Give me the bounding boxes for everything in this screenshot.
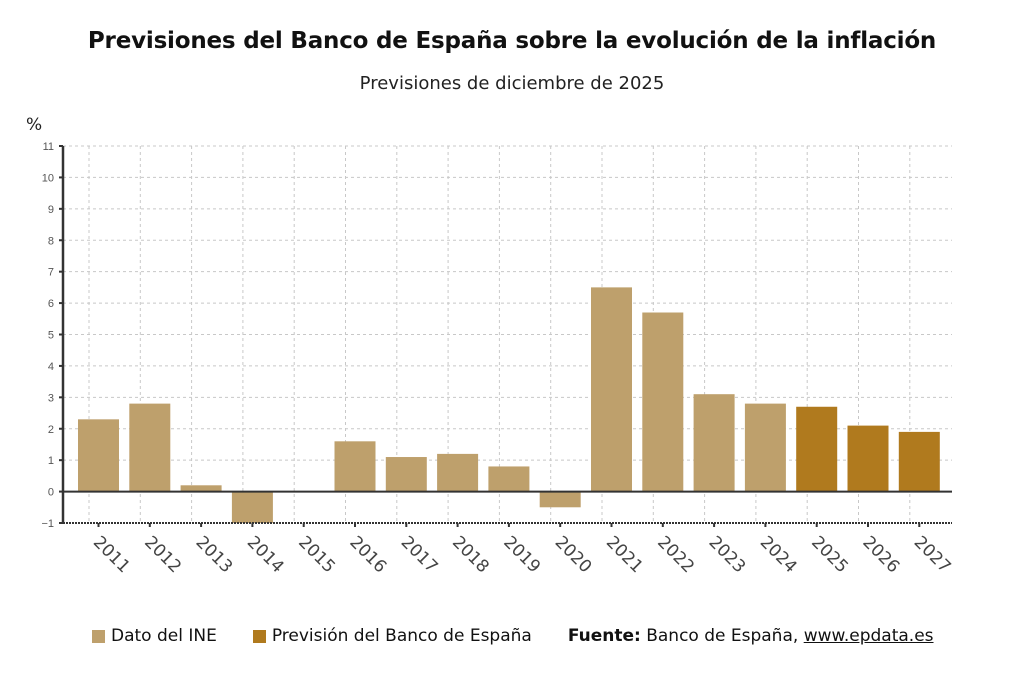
bar-2020 [539,491,581,508]
bar-2018 [437,453,479,492]
bar-2012 [129,403,171,492]
x-tick-label: 2022 [653,532,698,577]
legend-swatch-ine [92,629,105,643]
x-tick-label: 2027 [910,532,955,577]
y-axis-unit-label: % [26,115,43,135]
bar-2025 [796,406,838,492]
y-tick-label: 7 [48,267,54,279]
y-tick-label: 6 [48,298,54,310]
y-tick-label: 8 [48,235,54,247]
y-tick-label: 10 [42,172,54,184]
x-tick-label: 2020 [551,532,596,577]
x-tick-label: 2017 [397,532,442,577]
legend-item-forecast: Previsión del Banco de España [252,626,532,646]
x-tick-label: 2013 [192,532,237,577]
x-tick-label: 2015 [294,532,339,577]
bar-2027 [898,431,940,492]
legend-label-ine: Dato del INE [111,626,217,646]
legend-item-ine: Dato del INE [92,626,217,646]
legend: Dato del INE Previsión del Banco de Espa… [92,626,934,646]
y-tick-label: 11 [43,141,54,153]
legend-label-forecast: Previsión del Banco de España [271,626,532,646]
bar-2011 [78,419,119,492]
x-tick-label: 2012 [140,532,185,577]
y-tick-label: −1 [41,518,54,530]
y-axis-ticks: −1 0 1 2 3 4 5 6 7 8 9 10 11 [41,141,63,530]
bar-2024 [744,403,786,492]
bar-2013 [180,485,222,492]
bar-2023 [693,394,735,492]
bar-2014 [231,491,273,523]
bar-2019 [488,466,530,492]
bar-2016 [334,441,376,492]
x-tick-label: 2025 [807,532,852,577]
chart-title: Previsiones del Banco de España sobre la… [87,28,937,54]
x-tick-label: 2023 [705,532,750,577]
x-tick-label: 2024 [756,532,801,577]
x-tick-label: 2014 [243,532,288,577]
y-tick-label: 3 [48,392,54,404]
legend-swatch-forecast [252,629,266,643]
bars [78,287,940,523]
y-tick-label: 2 [48,424,54,436]
x-tick-label: 2018 [448,532,493,577]
x-tick-label: 2019 [499,532,544,577]
chart-subtitle: Previsiones de diciembre de 2025 [359,73,665,94]
x-axis-ticks: 2011 2012 2013 2014 2015 2016 2017 2018 2019 2020… [89,523,955,577]
source-label: Fuente: [567,626,641,646]
y-tick-label: 0 [48,487,54,499]
bar-2026 [847,425,889,492]
y-tick-label: 4 [48,361,54,373]
x-tick-label: 2016 [345,532,390,577]
bar-2017 [385,457,427,492]
y-tick-label: 9 [48,204,54,216]
source-text: Banco de España, [640,626,804,646]
x-tick-label: 2026 [858,532,903,577]
source-note: Fuente: Banco de España, www.epdata.es [568,626,934,646]
y-tick-label: 1 [48,455,54,467]
source-link[interactable]: www.epdata.es [803,626,934,646]
bar-2022 [642,312,684,492]
bar-2021 [591,287,632,492]
y-tick-label: 5 [48,330,54,342]
x-tick-label: 2011 [89,532,134,577]
x-tick-label: 2021 [602,532,647,577]
